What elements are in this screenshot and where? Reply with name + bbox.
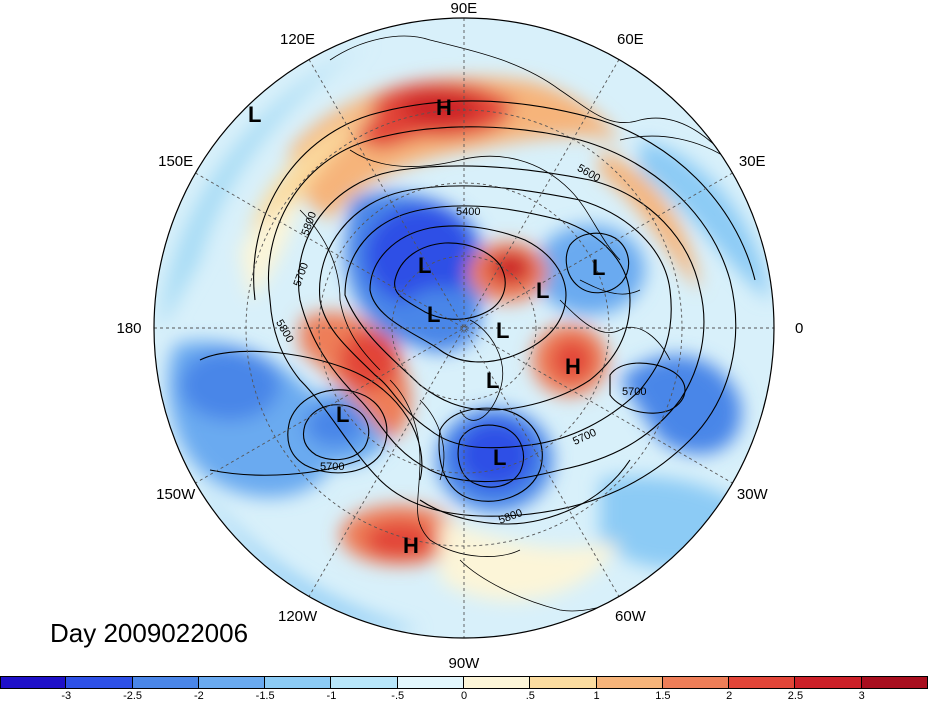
contour-label: 5700 bbox=[320, 461, 344, 473]
colorbar-tick-label: -2 bbox=[193, 690, 204, 702]
graticule bbox=[154, 18, 774, 638]
colorbar-swatch bbox=[0, 676, 67, 689]
colorbar-tick-label: 1.5 bbox=[655, 690, 671, 702]
longitude-label-180: 180 bbox=[116, 319, 142, 337]
longitude-label-90w: 90W bbox=[448, 654, 480, 672]
longitude-label-0: 0 bbox=[795, 319, 804, 337]
pressure-center-barents-low: L bbox=[496, 318, 509, 343]
colorbar-tick-label: 0 bbox=[460, 690, 468, 702]
colorbar-swatch bbox=[662, 676, 730, 689]
longitude-label-60e: 60E bbox=[617, 31, 644, 49]
colorbar-swatch bbox=[66, 676, 133, 689]
colorbar-swatch bbox=[795, 676, 862, 689]
colorbar-swatch bbox=[729, 676, 796, 689]
pressure-center-kara-low: L bbox=[536, 278, 549, 303]
colorbar-swatch bbox=[596, 676, 663, 689]
anomaly-field bbox=[154, 18, 774, 638]
colorbar: -3 -2.5 -2 -1.5 -1 -.5 0 .5 1 1.5 2 2.5 3 bbox=[0, 676, 928, 702]
colorbar-tick-label: -2.5 bbox=[123, 690, 143, 702]
longitude-label-30e: 30E bbox=[738, 153, 766, 170]
longitude-label-120w: 120W bbox=[278, 607, 318, 625]
pressure-center-labels: H L L L L L L H L L L H bbox=[248, 95, 605, 558]
pressure-center-west-pacific-low: L bbox=[248, 102, 261, 127]
pressure-center-gulf-alaska-low: L bbox=[336, 402, 349, 427]
colorbar-swatch bbox=[530, 676, 597, 689]
colorbar-tick-label: 2.5 bbox=[787, 690, 804, 702]
map-title: Day 2009022006 bbox=[50, 618, 249, 648]
colorbar-tick-label: 1 bbox=[593, 690, 600, 702]
pressure-center-east-siberia-low: L bbox=[418, 253, 431, 278]
colorbar-frame bbox=[0, 676, 928, 689]
colorbar-swatch bbox=[132, 676, 199, 689]
longitude-label-120e: 120E bbox=[280, 31, 316, 49]
pressure-center-siberia-high: H bbox=[436, 95, 452, 120]
pressure-center-arctic-low: L bbox=[427, 302, 440, 327]
colorbar-tick-label: -3 bbox=[61, 690, 72, 702]
map-boundary bbox=[153, 17, 775, 639]
longitude-label-150e: 150E bbox=[158, 153, 194, 170]
pressure-center-hudson-low: L bbox=[493, 445, 506, 470]
pressure-center-greenland-low: L bbox=[486, 368, 499, 393]
colorbar-swatch bbox=[397, 676, 464, 689]
pressure-center-mexico-high: H bbox=[403, 533, 419, 558]
colorbar-tick-label: -1 bbox=[326, 690, 337, 702]
colorbar-swatch bbox=[331, 676, 398, 689]
contour-label: 5400 bbox=[456, 206, 480, 218]
colorbar-tick-label: -.5 bbox=[391, 690, 405, 702]
longitude-label-90e: 90E bbox=[450, 0, 478, 17]
colorbar-tick-label: 3 bbox=[858, 690, 865, 702]
colorbar-swatch bbox=[198, 676, 266, 689]
longitude-label-60w: 60W bbox=[615, 607, 646, 625]
pressure-center-europe-low: L bbox=[592, 255, 605, 280]
colorbar-tick-label: .5 bbox=[525, 690, 535, 702]
pressure-center-atlantic-high: H bbox=[565, 354, 581, 379]
contour-label: 5700 bbox=[622, 386, 646, 398]
colorbar-tick-label: -1.5 bbox=[255, 690, 275, 702]
colorbar-tick-label: 2 bbox=[726, 690, 733, 702]
colorbar-swatch bbox=[265, 676, 332, 689]
longitude-label-30w: 30W bbox=[736, 486, 768, 503]
colorbar-swatch bbox=[464, 676, 531, 689]
longitude-label-150w: 150W bbox=[156, 486, 196, 503]
